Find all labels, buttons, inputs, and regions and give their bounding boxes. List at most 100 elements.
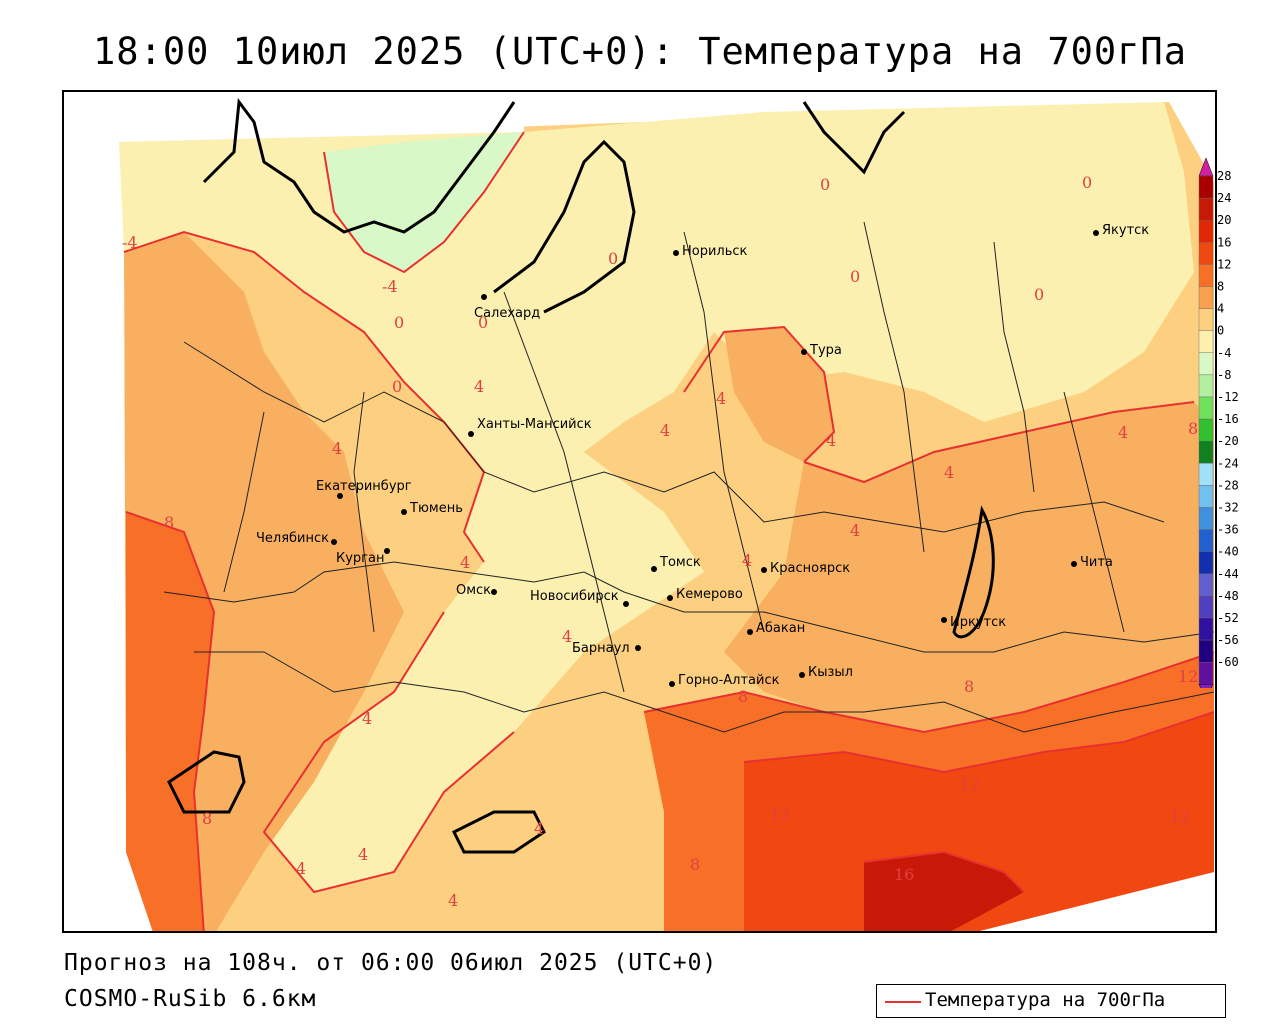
svg-text:0: 0 bbox=[608, 249, 618, 268]
forecast-info: Прогноз на 108ч. от 06:00 06июл 2025 (UT… bbox=[64, 950, 718, 976]
svg-text:Ханты-Мансийск: Ханты-Мансийск bbox=[477, 417, 592, 432]
svg-text:4: 4 bbox=[660, 421, 670, 440]
svg-text:4: 4 bbox=[362, 709, 372, 728]
city-salekhard: Салехард bbox=[474, 294, 540, 321]
city-tura: Тура bbox=[801, 343, 842, 358]
colorbar-swatch bbox=[1198, 242, 1214, 265]
contour-value-labels: 0 0 0 0 0 0 0 0 -4 -4 4 4 4 4 4 4 4 4 4 … bbox=[122, 173, 1198, 910]
colorbar-tick-label: 0 bbox=[1217, 324, 1224, 338]
colorbar-swatch bbox=[1198, 330, 1214, 353]
city-novosibirsk: Новосибирск bbox=[530, 589, 629, 607]
svg-text:Курган: Курган bbox=[336, 551, 384, 566]
temperature-map: Норильск Якутск Салехард Тура Ханты-Манс… bbox=[64, 92, 1215, 931]
colorbar-tick-label: -16 bbox=[1217, 412, 1239, 426]
svg-text:4: 4 bbox=[742, 551, 752, 570]
outside-domain-nw bbox=[64, 92, 524, 852]
colorbar-swatch bbox=[1198, 197, 1214, 221]
colorbar-tick-label: -32 bbox=[1217, 501, 1239, 515]
city-chita: Чита bbox=[1071, 555, 1113, 570]
svg-text:Кемерово: Кемерово bbox=[676, 587, 743, 602]
svg-text:Тюмень: Тюмень bbox=[409, 501, 463, 516]
field-west-8-12 bbox=[126, 512, 214, 931]
city-markers: Норильск Якутск Салехард Тура Ханты-Манс… bbox=[256, 223, 1149, 688]
svg-text:4: 4 bbox=[562, 627, 572, 646]
colorbar-swatch bbox=[1198, 441, 1214, 464]
svg-text:Барнаул: Барнаул bbox=[572, 641, 630, 656]
svg-text:4: 4 bbox=[358, 845, 368, 864]
svg-text:8: 8 bbox=[690, 855, 700, 874]
colorbar-tick-label: -48 bbox=[1217, 589, 1239, 603]
colorbar-tick-label: -4 bbox=[1217, 346, 1231, 360]
city-norilsk: Норильск bbox=[673, 244, 748, 259]
svg-text:4: 4 bbox=[448, 891, 458, 910]
colorbar-tick-label: -36 bbox=[1217, 523, 1239, 537]
colorbar-tick-label: 4 bbox=[1217, 302, 1224, 316]
svg-text:4: 4 bbox=[716, 389, 726, 408]
svg-text:Красноярск: Красноярск bbox=[770, 561, 850, 576]
colorbar-tick-label: 12 bbox=[1217, 257, 1231, 271]
svg-text:8: 8 bbox=[202, 809, 212, 828]
svg-text:4: 4 bbox=[850, 521, 860, 540]
svg-text:-4: -4 bbox=[382, 277, 398, 296]
svg-text:4: 4 bbox=[1118, 423, 1128, 442]
colorbar-tick-label: 20 bbox=[1217, 213, 1231, 227]
field-south-12-16 bbox=[744, 712, 1214, 931]
city-tomsk: Томск bbox=[651, 555, 701, 572]
svg-text:0: 0 bbox=[1034, 285, 1044, 304]
svg-text:0: 0 bbox=[850, 267, 860, 286]
colorbar-tick-label: -56 bbox=[1217, 633, 1239, 647]
svg-text:Новосибирск: Новосибирск bbox=[530, 589, 619, 604]
svg-text:4: 4 bbox=[460, 553, 470, 572]
svg-text:-4: -4 bbox=[122, 233, 138, 252]
colorbar-swatch bbox=[1198, 264, 1214, 287]
legend-line-swatch bbox=[885, 1001, 921, 1003]
city-yekaterinburg: Екатеринбург bbox=[316, 479, 412, 499]
legend-label: Температура на 700гПа bbox=[925, 989, 1166, 1011]
colorbar-swatch bbox=[1198, 396, 1214, 420]
colorbar-tick-label: -8 bbox=[1217, 368, 1231, 382]
colorbar-swatch bbox=[1198, 595, 1214, 619]
svg-text:4: 4 bbox=[474, 377, 484, 396]
svg-text:8: 8 bbox=[738, 687, 748, 706]
outside-domain-ne bbox=[1164, 92, 1215, 166]
colorbar-tick-label: -20 bbox=[1217, 434, 1239, 448]
svg-text:8: 8 bbox=[964, 677, 974, 696]
colorbar-tick-label: -60 bbox=[1217, 655, 1239, 669]
colorbar-tick-label: 16 bbox=[1217, 235, 1231, 249]
svg-text:Екатеринбург: Екатеринбург bbox=[316, 479, 412, 494]
city-chelyabinsk: Челябинск bbox=[256, 531, 337, 546]
city-yakutsk: Якутск bbox=[1093, 223, 1149, 238]
colorbar-swatch bbox=[1198, 529, 1214, 552]
field-minus4-0 bbox=[324, 132, 524, 272]
city-abakan: Абакан bbox=[747, 621, 805, 636]
colorbar-swatch bbox=[1198, 308, 1214, 331]
colorbar-swatch bbox=[1198, 485, 1214, 508]
colorbar-tick-label: -44 bbox=[1217, 567, 1239, 581]
colorbar-tick-label: 24 bbox=[1217, 191, 1231, 205]
map-frame: Норильск Якутск Салехард Тура Ханты-Манс… bbox=[62, 90, 1217, 933]
map-title: 18:00 10июл 2025 (UTC+0): Температура на… bbox=[93, 30, 1187, 73]
contour-lines bbox=[123, 131, 1215, 931]
svg-text:Чита: Чита bbox=[1080, 555, 1113, 570]
colorbar-tick-label: 8 bbox=[1217, 280, 1224, 294]
svg-text:Омск: Омск bbox=[456, 583, 491, 598]
colorbar-swatch bbox=[1198, 374, 1214, 398]
city-tyumen: Тюмень bbox=[401, 501, 463, 516]
admin-boundaries bbox=[163, 221, 1215, 733]
svg-text:Челябинск: Челябинск bbox=[256, 531, 329, 546]
colorbar-tick-label: -40 bbox=[1217, 545, 1239, 559]
city-irkutsk: Иркутск bbox=[941, 615, 1006, 630]
field-east-4-8 bbox=[724, 402, 1214, 732]
colorbar-swatch bbox=[1198, 507, 1214, 530]
svg-text:4: 4 bbox=[296, 859, 306, 878]
colorbar-tick-label: -52 bbox=[1217, 611, 1239, 625]
colorbar-swatch bbox=[1198, 220, 1214, 243]
svg-text:16: 16 bbox=[894, 865, 914, 884]
city-barnaul: Барнаул bbox=[572, 641, 641, 656]
svg-text:0: 0 bbox=[392, 377, 402, 396]
map-legend: Температура на 700гПа bbox=[876, 984, 1226, 1018]
city-kurgan: Курган bbox=[336, 548, 390, 566]
svg-text:Горно-Алтайск: Горно-Алтайск bbox=[678, 673, 780, 688]
colorbar-svg: 28 24 20 16 12 8 4 0 -4 -8 -12 -16 -20 -24 -28 -32 -36 -4… bbox=[1198, 157, 1239, 701]
svg-text:Салехард: Салехард bbox=[474, 306, 540, 321]
